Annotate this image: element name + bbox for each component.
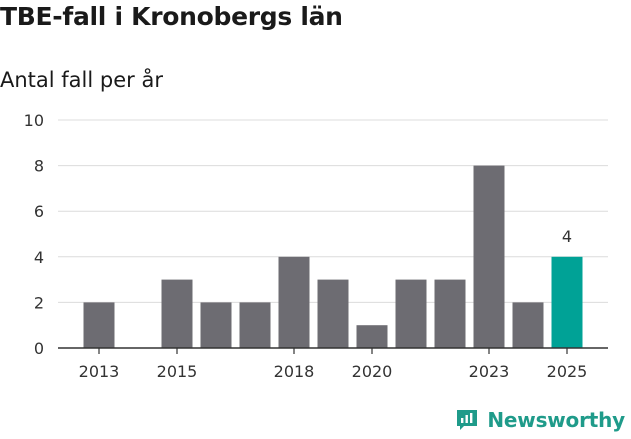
bar-2024	[512, 302, 544, 348]
bar-2019	[317, 279, 349, 348]
data-label: 4	[562, 227, 572, 246]
y-tick-label: 0	[34, 339, 44, 358]
y-tick-label: 6	[34, 202, 44, 221]
bar-2020	[356, 325, 388, 348]
chart-title: TBE-fall i Kronobergs län	[0, 2, 343, 31]
bar-2015	[161, 279, 193, 348]
bar-2018	[278, 256, 310, 348]
x-tick-label: 2023	[469, 362, 510, 381]
x-tick-label: 2013	[79, 362, 120, 381]
y-tick-label: 2	[34, 293, 44, 312]
y-tick-label: 10	[24, 111, 44, 130]
bar-2013	[83, 302, 115, 348]
x-tick-label: 2025	[547, 362, 588, 381]
newsworthy-logo-icon	[457, 410, 478, 430]
chart-subtitle: Antal fall per år	[0, 68, 163, 92]
bar-2017	[239, 302, 271, 348]
brand-name: Newsworthy	[487, 408, 625, 432]
x-tick-label: 2018	[274, 362, 315, 381]
y-tick-label: 4	[34, 248, 44, 267]
bar-2023	[473, 165, 505, 348]
bar-2016	[200, 302, 232, 348]
y-tick-label: 8	[34, 157, 44, 176]
x-tick-label: 2015	[157, 362, 198, 381]
bar-2021	[395, 279, 427, 348]
brand-footer: Newsworthy	[455, 408, 625, 432]
bar-2022	[434, 279, 466, 348]
x-tick-label: 2020	[352, 362, 393, 381]
bar-2025	[551, 256, 583, 348]
